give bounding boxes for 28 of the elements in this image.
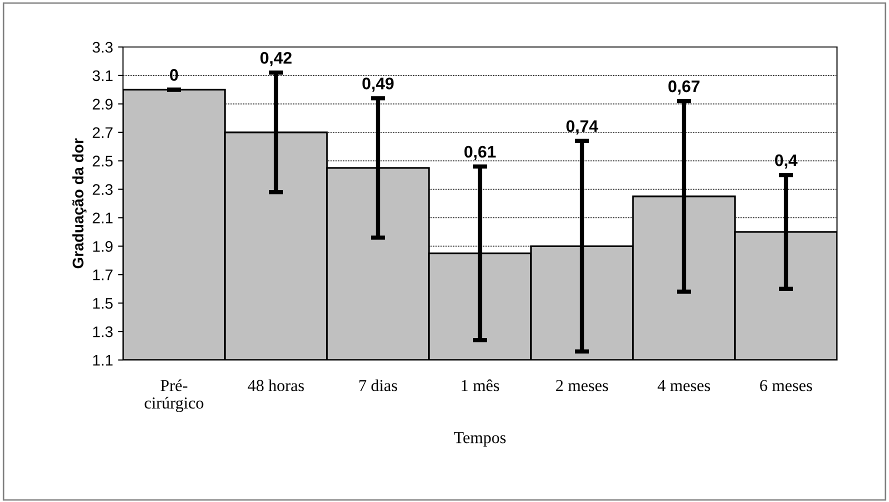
annotation: 0,61 [464, 146, 496, 160]
x-axis-title: Tempos [454, 432, 506, 447]
y-tick-label: 2.7 [92, 127, 113, 138]
x-tick-label: 2 meses [556, 380, 608, 392]
annotation: 0,42 [260, 52, 292, 66]
y-tick-label: 1.1 [93, 355, 113, 366]
y-tick-label: 2.5 [92, 156, 113, 167]
x-tick-label: 1 mês [462, 379, 500, 392]
x-tick-label: 4 meses [658, 380, 710, 392]
x-tick-label: 7 dias [359, 379, 398, 392]
x-tick-label: 48 horas [248, 379, 304, 392]
y-axis-title: Graduação da dor [72, 138, 86, 268]
y-tick-label: 2.3 [92, 184, 113, 195]
x-tick-label: Pré- cirúrgico [144, 379, 204, 412]
x-tick-label: 6 meses [760, 380, 812, 392]
y-tick-label: 1.7 [93, 270, 113, 280]
y-tick-label: 1.9 [93, 241, 113, 252]
annotation: 0,74 [566, 120, 598, 134]
annotation: 0,4 [775, 154, 798, 169]
y-tick-label: 3.3 [92, 42, 113, 53]
y-tick-label: 2.9 [92, 98, 113, 110]
y-tick-label: 3.1 [92, 70, 113, 82]
annotation: 0,49 [362, 78, 394, 92]
y-tick-label: 1.5 [93, 298, 113, 309]
annotation: 0,67 [668, 80, 700, 95]
y-tick-label: 1.3 [93, 326, 113, 338]
y-tick-label: 2.1 [92, 212, 113, 224]
annotation: 0 [170, 69, 178, 81]
